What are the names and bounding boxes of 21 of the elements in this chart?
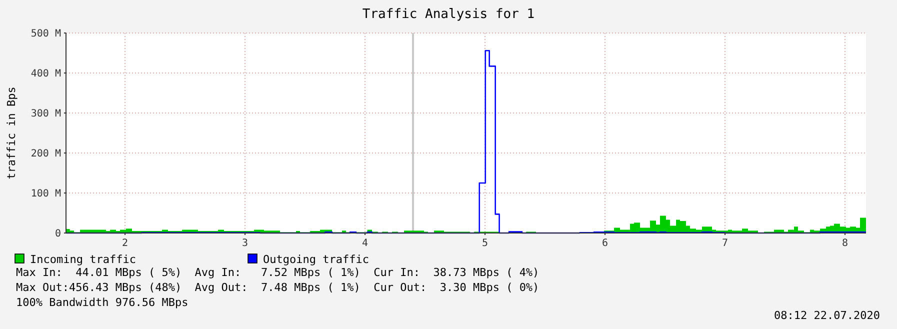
chart-title: Traffic Analysis for 1 bbox=[362, 7, 535, 22]
text: 100% Bandwidth 976.56 MBps bbox=[16, 296, 188, 309]
text: Max In: 44.01 MBps ( 5%) Avg In: 7.52 MBps ( 1%) Cur In: 38.73 MBps ( 4%) bbox=[16, 266, 540, 279]
y-tick-label: 200 M bbox=[30, 148, 61, 160]
x-tick-label: 7 bbox=[722, 238, 728, 249]
x-tick-label: 3 bbox=[242, 238, 248, 249]
text: Max Out:456.43 MBps (48%) Avg Out: 7.48 MBps ( 1%) Cur Out: 3.30 MBps ( 0%) bbox=[16, 281, 540, 294]
y-tick-label: 0 bbox=[54, 228, 61, 240]
y-axis-title: traffic in Bps bbox=[5, 86, 18, 180]
x-tick-label: 4 bbox=[362, 238, 368, 249]
x-tick-label: 5 bbox=[482, 238, 488, 249]
y-tick-label: 500 M bbox=[30, 28, 61, 40]
legend-label: Incoming traffic bbox=[30, 253, 136, 266]
y-tick-label: 400 M bbox=[30, 68, 61, 80]
x-tick-label: 2 bbox=[122, 238, 128, 249]
legend-label: Outgoing traffic bbox=[263, 253, 369, 266]
y-tick-label: 100 M bbox=[30, 188, 61, 200]
text: 08:12 22.07.2020 bbox=[774, 309, 880, 322]
y-tick-label: 300 M bbox=[30, 108, 61, 120]
x-tick-label: 8 bbox=[842, 238, 848, 249]
x-tick-label: 6 bbox=[602, 238, 608, 249]
